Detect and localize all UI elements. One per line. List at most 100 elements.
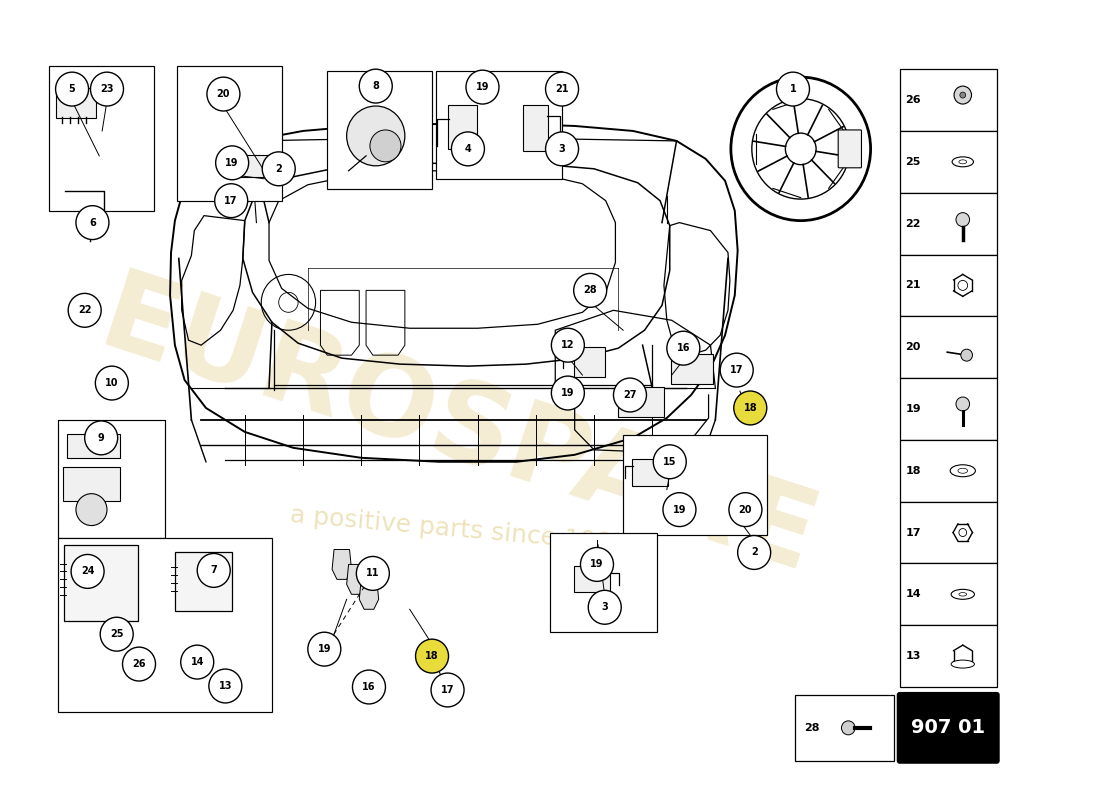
Text: 17: 17 — [730, 365, 744, 375]
Text: 27: 27 — [624, 390, 637, 400]
Circle shape — [551, 328, 584, 362]
FancyBboxPatch shape — [624, 435, 767, 534]
Text: 3: 3 — [602, 602, 608, 612]
Text: 17: 17 — [441, 685, 454, 695]
Circle shape — [416, 639, 449, 673]
Circle shape — [959, 529, 967, 537]
Circle shape — [581, 547, 614, 582]
Text: 18: 18 — [905, 466, 921, 476]
Text: 3: 3 — [559, 144, 565, 154]
Text: 17: 17 — [905, 527, 921, 538]
FancyBboxPatch shape — [574, 347, 605, 377]
Text: 28: 28 — [583, 286, 597, 295]
Circle shape — [738, 535, 771, 570]
Circle shape — [262, 152, 295, 186]
Circle shape — [96, 366, 129, 400]
Circle shape — [667, 331, 700, 365]
Circle shape — [720, 353, 754, 387]
FancyBboxPatch shape — [48, 66, 154, 210]
Circle shape — [777, 72, 810, 106]
Text: 19: 19 — [591, 559, 604, 570]
Ellipse shape — [953, 157, 974, 167]
FancyBboxPatch shape — [900, 563, 997, 626]
Circle shape — [958, 281, 968, 290]
Text: 26: 26 — [905, 95, 921, 105]
Text: 15: 15 — [663, 457, 676, 466]
Text: 4: 4 — [464, 144, 471, 154]
Text: 26: 26 — [132, 659, 146, 669]
Text: 14: 14 — [905, 590, 921, 599]
Text: 13: 13 — [905, 651, 921, 661]
Circle shape — [956, 397, 969, 411]
FancyBboxPatch shape — [900, 316, 997, 378]
FancyBboxPatch shape — [618, 387, 664, 417]
Circle shape — [588, 590, 621, 624]
Circle shape — [956, 213, 969, 226]
FancyBboxPatch shape — [900, 69, 997, 131]
Text: 22: 22 — [905, 218, 921, 229]
Text: 9: 9 — [98, 433, 104, 443]
Text: 5: 5 — [68, 84, 76, 94]
Circle shape — [546, 72, 579, 106]
Text: 21: 21 — [556, 84, 569, 94]
Polygon shape — [346, 565, 366, 594]
Circle shape — [842, 721, 855, 735]
Circle shape — [122, 647, 155, 681]
Text: 10: 10 — [106, 378, 119, 388]
Circle shape — [352, 670, 385, 704]
FancyBboxPatch shape — [631, 458, 668, 486]
Text: EUROSPARE: EUROSPARE — [87, 264, 829, 596]
Text: 11: 11 — [366, 568, 379, 578]
Circle shape — [960, 92, 966, 98]
FancyBboxPatch shape — [58, 420, 165, 538]
Text: 19: 19 — [475, 82, 490, 92]
FancyBboxPatch shape — [239, 155, 268, 177]
Ellipse shape — [952, 660, 975, 668]
Text: 19: 19 — [905, 404, 921, 414]
Text: 18: 18 — [426, 651, 439, 661]
Circle shape — [85, 421, 118, 455]
Text: 19: 19 — [226, 158, 239, 168]
Circle shape — [663, 493, 696, 526]
FancyBboxPatch shape — [900, 254, 997, 316]
FancyBboxPatch shape — [900, 502, 997, 563]
Text: 19: 19 — [561, 388, 574, 398]
FancyBboxPatch shape — [56, 88, 97, 118]
FancyBboxPatch shape — [67, 434, 120, 458]
Text: 20: 20 — [905, 342, 921, 352]
Circle shape — [431, 673, 464, 707]
Text: 8: 8 — [372, 81, 379, 91]
FancyBboxPatch shape — [177, 66, 282, 201]
Text: 17: 17 — [224, 196, 238, 206]
Ellipse shape — [959, 160, 967, 164]
Circle shape — [466, 70, 499, 104]
Circle shape — [551, 376, 584, 410]
Circle shape — [197, 554, 230, 587]
Circle shape — [209, 669, 242, 703]
Circle shape — [546, 132, 579, 166]
Circle shape — [180, 645, 213, 679]
Ellipse shape — [958, 468, 968, 474]
Text: 6: 6 — [89, 218, 96, 228]
FancyBboxPatch shape — [64, 466, 120, 501]
Text: 13: 13 — [219, 681, 232, 691]
Circle shape — [76, 494, 107, 526]
Text: 16: 16 — [362, 682, 376, 692]
Text: 1: 1 — [790, 84, 796, 94]
FancyBboxPatch shape — [900, 131, 997, 193]
Text: 907 01: 907 01 — [911, 718, 986, 738]
FancyBboxPatch shape — [795, 695, 894, 761]
FancyBboxPatch shape — [838, 130, 861, 168]
Text: 25: 25 — [110, 629, 123, 639]
Text: 18: 18 — [744, 403, 757, 413]
FancyBboxPatch shape — [436, 71, 562, 178]
FancyBboxPatch shape — [900, 193, 997, 254]
Circle shape — [954, 86, 971, 104]
FancyBboxPatch shape — [574, 566, 609, 592]
Ellipse shape — [952, 590, 975, 599]
FancyBboxPatch shape — [448, 105, 476, 149]
FancyBboxPatch shape — [671, 354, 714, 384]
Circle shape — [76, 206, 109, 239]
Text: 20: 20 — [217, 89, 230, 99]
Circle shape — [346, 106, 405, 166]
